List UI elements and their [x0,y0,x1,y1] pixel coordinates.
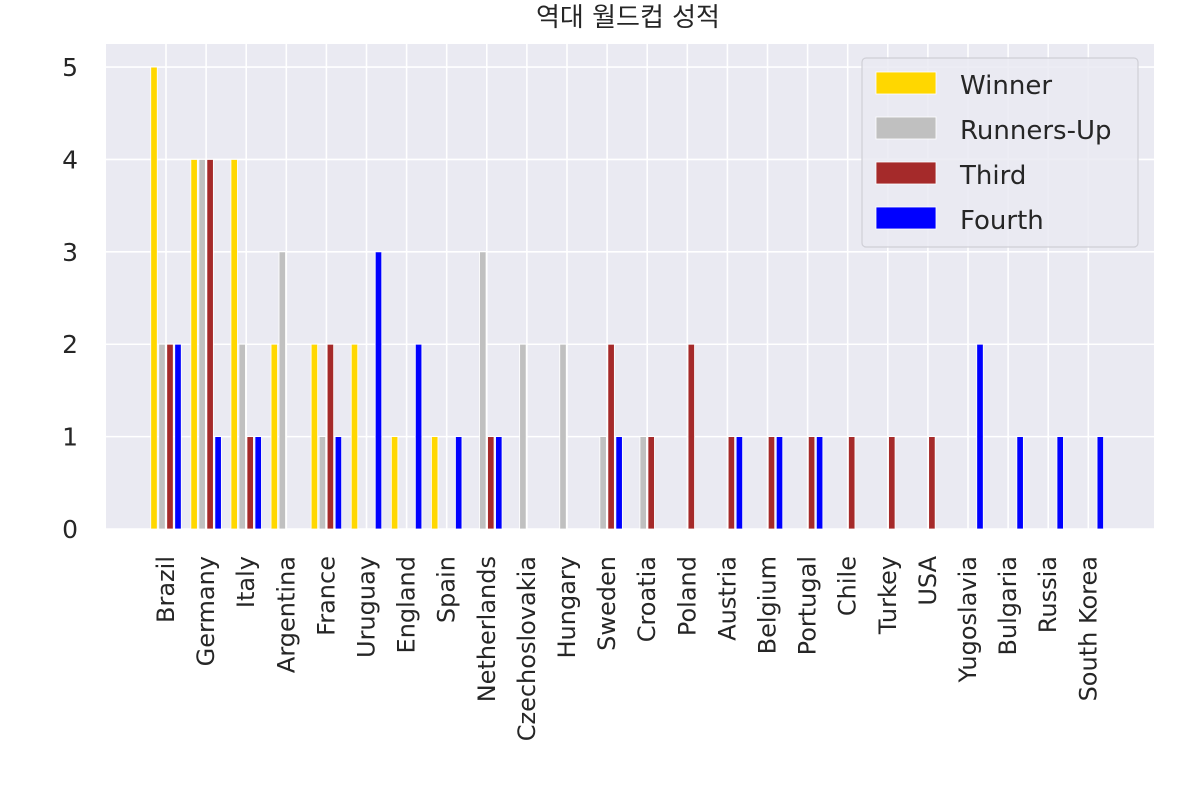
bar-fourth-france [334,436,343,530]
y-tick-label: 1 [62,423,78,452]
legend-swatch [875,71,937,95]
bar-third-sweden [607,343,615,530]
bar-third-italy [246,436,254,530]
x-tick-label: Chile [834,556,862,616]
x-tick-label: Poland [673,556,701,636]
y-axis-ticks: 0 1 2 3 4 5 [62,53,78,544]
x-tick-label: France [312,556,340,636]
x-tick-label: Bulgaria [994,556,1022,656]
bar-fourth-portugal [815,436,824,530]
x-tick-label: Sweden [593,556,621,651]
y-tick-label: 2 [62,330,78,359]
bar-runners-up-brazil [158,343,166,530]
bar-runners-up-germany [198,159,206,530]
bar-fourth-netherlands [495,436,503,530]
bar-third-poland [687,343,695,530]
bar-winner-italy [230,159,238,530]
bar-fourth-england [414,343,423,530]
y-tick-label: 5 [62,53,78,82]
y-tick-label: 3 [62,238,78,267]
bar-third-chile [848,436,856,530]
bar-third-portugal [807,436,816,530]
bar-runners-up-croatia [639,436,647,530]
bar-fourth-germany [214,436,222,530]
bar-third-brazil [166,343,174,530]
x-tick-label: Portugal [794,556,822,655]
x-tick-label: Brazil [152,556,180,623]
x-tick-label: Russia [1034,556,1062,633]
bar-fourth-sweden [615,436,623,530]
bar-fourth-uruguay [374,251,383,530]
legend-swatch [875,116,937,140]
bar-third-germany [206,159,214,530]
bar-runners-up-netherlands [479,251,487,530]
legend-box [861,57,1139,248]
bar-fourth-spain [455,436,463,530]
bar-winner-spain [431,436,439,530]
bar-third-austria [727,436,736,530]
legend-label: Fourth [960,206,1044,236]
bar-fourth-belgium [775,436,784,530]
bar-winner-england [390,436,399,530]
x-tick-label: Czechoslovakia [513,556,541,741]
x-tick-label: USA [914,555,942,605]
bar-third-turkey [888,436,896,530]
x-tick-label: Austria [713,556,741,641]
x-tick-label: Hungary [553,556,581,658]
legend-label: Third [959,161,1026,191]
x-axis-ticks: Brazil Germany Italy Argentina France Uruguay… [152,555,1102,741]
legend-label: Winner [960,71,1052,101]
bar-fourth-south-korea [1096,436,1104,530]
y-tick-label: 4 [62,145,78,174]
bar-third-croatia [647,436,655,530]
x-tick-label: Uruguay [353,556,381,658]
bar-winner-france [310,343,319,530]
bar-third-netherlands [487,436,495,530]
bar-fourth-russia [1056,436,1064,530]
bar-winner-germany [190,159,198,530]
x-tick-label: Netherlands [473,556,501,702]
x-tick-label: Yugoslavia [954,556,982,684]
bar-winner-argentina [270,343,278,530]
bar-third-usa [928,436,936,530]
x-tick-label: Argentina [272,556,300,673]
bar-winner-uruguay [350,343,359,530]
legend-swatch [875,161,937,185]
x-tick-label: Spain [433,556,461,623]
bar-runners-up-czechoslovakia [519,343,527,530]
bar-third-france [326,343,335,530]
legend-swatch [875,206,937,230]
bar-fourth-bulgaria [1016,436,1024,530]
x-tick-label: Croatia [633,556,661,642]
bar-fourth-italy [254,436,262,530]
bar-runners-up-italy [238,343,246,530]
bar-groups [150,66,1104,530]
x-tick-label: South Korea [1074,556,1102,701]
x-tick-label: England [393,556,421,653]
bar-third-belgium [767,436,776,530]
x-tick-label: Belgium [754,556,782,654]
chart-title: 역대 월드컵 성적 [536,3,720,33]
x-tick-label: Italy [232,556,260,608]
bar-runners-up-argentina [278,251,286,530]
bar-winner-brazil [150,66,158,530]
y-tick-label: 0 [62,515,78,544]
legend-label: Runners-Up [960,116,1111,146]
x-tick-label: Turkey [874,556,902,635]
x-tick-label: Germany [192,556,220,666]
legend: Winner Runners-Up Third Fourth [861,57,1139,248]
bar-runners-up-france [318,436,327,530]
bar-runners-up-sweden [599,436,607,530]
bar-runners-up-hungary [559,343,567,530]
bar-fourth-austria [735,436,744,530]
bar-fourth-yugoslavia [976,343,984,530]
bar-fourth-brazil [174,343,182,530]
